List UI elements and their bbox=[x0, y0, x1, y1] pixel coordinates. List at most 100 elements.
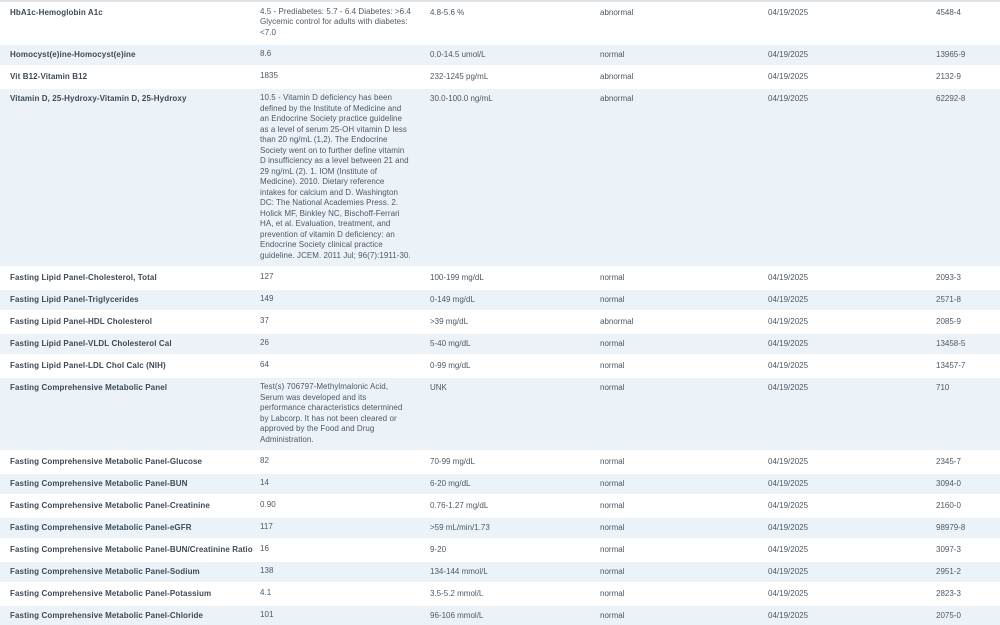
result-date-cell: 04/19/2025 bbox=[758, 89, 926, 268]
result-value: Test(s) 706797-Methylmalonic Acid, Serum… bbox=[260, 382, 403, 444]
reference-range: >59 mL/min/1.73 bbox=[430, 523, 490, 532]
result-date: 04/19/2025 bbox=[768, 50, 809, 59]
result-value-cell: Test(s) 706797-Methylmalonic Acid, Serum… bbox=[250, 378, 420, 452]
table-row[interactable]: Fasting Comprehensive Metabolic Panel-BU… bbox=[0, 539, 1000, 562]
reference-range-cell: 30.0-100.0 ng/mL bbox=[420, 89, 590, 268]
result-date-cell: 04/19/2025 bbox=[758, 356, 926, 378]
result-date-cell: 04/19/2025 bbox=[758, 518, 926, 540]
test-name: Vitamin D, 25-Hydroxy-Vitamin D, 25-Hydr… bbox=[10, 94, 187, 103]
result-value-cell: 4.1 bbox=[250, 584, 420, 606]
reference-range-cell: UNK bbox=[420, 378, 590, 452]
table-row[interactable]: Fasting Comprehensive Metabolic Panel-Cr… bbox=[0, 495, 1000, 518]
table-row[interactable]: Fasting Comprehensive Metabolic Panel-So… bbox=[0, 561, 1000, 584]
test-name-cell: Fasting Comprehensive Metabolic Panel-Ch… bbox=[0, 606, 250, 625]
status-label: abnormal bbox=[600, 7, 634, 17]
table-row[interactable]: Fasting Comprehensive Metabolic Panel Te… bbox=[0, 377, 1000, 452]
test-name-cell: Vitamin D, 25-Hydroxy-Vitamin D, 25-Hydr… bbox=[0, 89, 250, 268]
status-label-cell: abnormal bbox=[590, 312, 758, 334]
reference-range-cell: 134-144 mmol/L bbox=[420, 562, 590, 584]
reference-range-cell: 0-99 mg/dL bbox=[420, 356, 590, 378]
result-value: 117 bbox=[260, 522, 273, 531]
loinc-code-cell: 2951-2 bbox=[926, 562, 1000, 584]
result-value: 4.5 - Prediabetes: 5.7 - 6.4 Diabetes: >… bbox=[260, 6, 411, 37]
status-label-cell: normal bbox=[590, 378, 758, 452]
result-date-cell: 04/19/2025 bbox=[758, 290, 926, 312]
test-name: Fasting Comprehensive Metabolic Panel-Cr… bbox=[10, 501, 210, 510]
table-row[interactable]: Fasting Lipid Panel-VLDL Cholesterol Cal… bbox=[0, 333, 1000, 356]
reference-range-cell: 0.76-1.27 mg/dL bbox=[420, 496, 590, 518]
test-name: Fasting Comprehensive Metabolic Panel-BU… bbox=[10, 479, 188, 488]
result-date: 04/19/2025 bbox=[768, 295, 809, 304]
table-row[interactable]: Fasting Lipid Panel-Triglycerides 149 0-… bbox=[0, 289, 1000, 312]
loinc-code: 62292-8 bbox=[936, 94, 966, 103]
reference-range: UNK bbox=[430, 383, 447, 392]
result-value: 101 bbox=[260, 610, 274, 619]
table-row[interactable]: Vit B12-Vitamin B12 1835 232-1245 pg/mL … bbox=[0, 66, 1000, 89]
table-row[interactable]: Vitamin D, 25-Hydroxy-Vitamin D, 25-Hydr… bbox=[0, 88, 1000, 268]
result-value-cell: 64 bbox=[250, 356, 420, 378]
status-label-cell: normal bbox=[590, 356, 758, 378]
table-row[interactable]: Homocyst(e)ine-Homocyst(e)ine 8.6 0.0-14… bbox=[0, 44, 1000, 67]
loinc-code-cell: 2160-0 bbox=[926, 496, 1000, 518]
test-name: Fasting Comprehensive Metabolic Panel bbox=[10, 383, 168, 392]
result-date: 04/19/2025 bbox=[768, 339, 809, 348]
status-label-cell: normal bbox=[590, 496, 758, 518]
result-date: 04/19/2025 bbox=[768, 383, 809, 392]
reference-range-cell: 0-149 mg/dL bbox=[420, 290, 590, 312]
result-date: 04/19/2025 bbox=[768, 479, 809, 488]
loinc-code: 2823-3 bbox=[936, 589, 961, 598]
result-value: 16 bbox=[260, 544, 269, 553]
loinc-code: 2085-9 bbox=[936, 317, 961, 326]
reference-range: 6-20 mg/dL bbox=[430, 479, 471, 488]
table-row[interactable]: Fasting Lipid Panel-HDL Cholesterol 37 >… bbox=[0, 311, 1000, 334]
test-name: Fasting Lipid Panel-Triglycerides bbox=[10, 295, 139, 304]
status-label: abnormal bbox=[600, 72, 634, 81]
test-name: Vit B12-Vitamin B12 bbox=[10, 72, 88, 81]
test-name-cell: Fasting Comprehensive Metabolic Panel-BU… bbox=[0, 474, 250, 496]
table-row[interactable]: Fasting Lipid Panel-Cholesterol, Total 1… bbox=[0, 267, 1000, 290]
loinc-code: 2093-3 bbox=[936, 273, 961, 282]
status-label: abnormal bbox=[600, 317, 634, 326]
loinc-code-cell: 2345-7 bbox=[926, 452, 1000, 474]
result-value-cell: 26 bbox=[250, 334, 420, 356]
table-row[interactable]: Fasting Comprehensive Metabolic Panel-Po… bbox=[0, 583, 1000, 606]
result-value: 138 bbox=[260, 566, 274, 575]
loinc-code-cell: 13457-7 bbox=[926, 356, 1000, 378]
status-label-cell: normal bbox=[590, 518, 758, 540]
reference-range: 9-20 bbox=[430, 545, 447, 554]
result-date: 04/19/2025 bbox=[768, 545, 809, 554]
table-row[interactable]: Fasting Lipid Panel-LDL Chol Calc (NIH) … bbox=[0, 355, 1000, 378]
status-label: normal bbox=[600, 383, 625, 392]
result-date-cell: 04/19/2025 bbox=[758, 268, 926, 290]
test-name-cell: Fasting Lipid Panel-LDL Chol Calc (NIH) bbox=[0, 356, 250, 378]
reference-range-cell: 70-99 mg/dL bbox=[420, 452, 590, 474]
result-value-cell: 0.90 bbox=[250, 496, 420, 518]
status-label-cell: normal bbox=[590, 45, 758, 67]
status-label: normal bbox=[600, 50, 625, 59]
status-label: normal bbox=[600, 545, 625, 554]
result-value: 0.90 bbox=[260, 500, 276, 509]
table-row[interactable]: Fasting Comprehensive Metabolic Panel-eG… bbox=[0, 517, 1000, 540]
table-row[interactable]: Fasting Comprehensive Metabolic Panel-BU… bbox=[0, 473, 1000, 496]
result-date-cell: 04/19/2025 bbox=[758, 45, 926, 67]
result-date-cell: 04/19/2025 bbox=[758, 452, 926, 474]
result-date-cell: 04/19/2025 bbox=[758, 562, 926, 584]
status-label: normal bbox=[600, 501, 625, 510]
result-value-cell: 101 bbox=[250, 606, 420, 625]
reference-range: 134-144 mmol/L bbox=[430, 567, 488, 576]
table-row[interactable]: HbA1c-Hemoglobin A1c 4.5 - Prediabetes: … bbox=[0, 2, 1000, 45]
status-label-cell: abnormal bbox=[590, 89, 758, 268]
loinc-code: 2345-7 bbox=[936, 457, 961, 466]
table-row[interactable]: Fasting Comprehensive Metabolic Panel-Gl… bbox=[0, 451, 1000, 474]
status-label-cell: normal bbox=[590, 290, 758, 312]
status-label-cell: normal bbox=[590, 474, 758, 496]
test-name: HbA1c-Hemoglobin A1c bbox=[10, 7, 103, 17]
loinc-code: 13457-7 bbox=[936, 361, 966, 370]
result-date-cell: 04/19/2025 bbox=[758, 606, 926, 625]
result-date: 04/19/2025 bbox=[768, 589, 809, 598]
test-name-cell: Fasting Comprehensive Metabolic Panel-eG… bbox=[0, 518, 250, 540]
result-value: 10.5 - Vitamin D deficiency has been def… bbox=[260, 93, 411, 260]
table-row[interactable]: Fasting Comprehensive Metabolic Panel-Ch… bbox=[0, 605, 1000, 625]
loinc-code-cell: 13965-9 bbox=[926, 45, 1000, 67]
